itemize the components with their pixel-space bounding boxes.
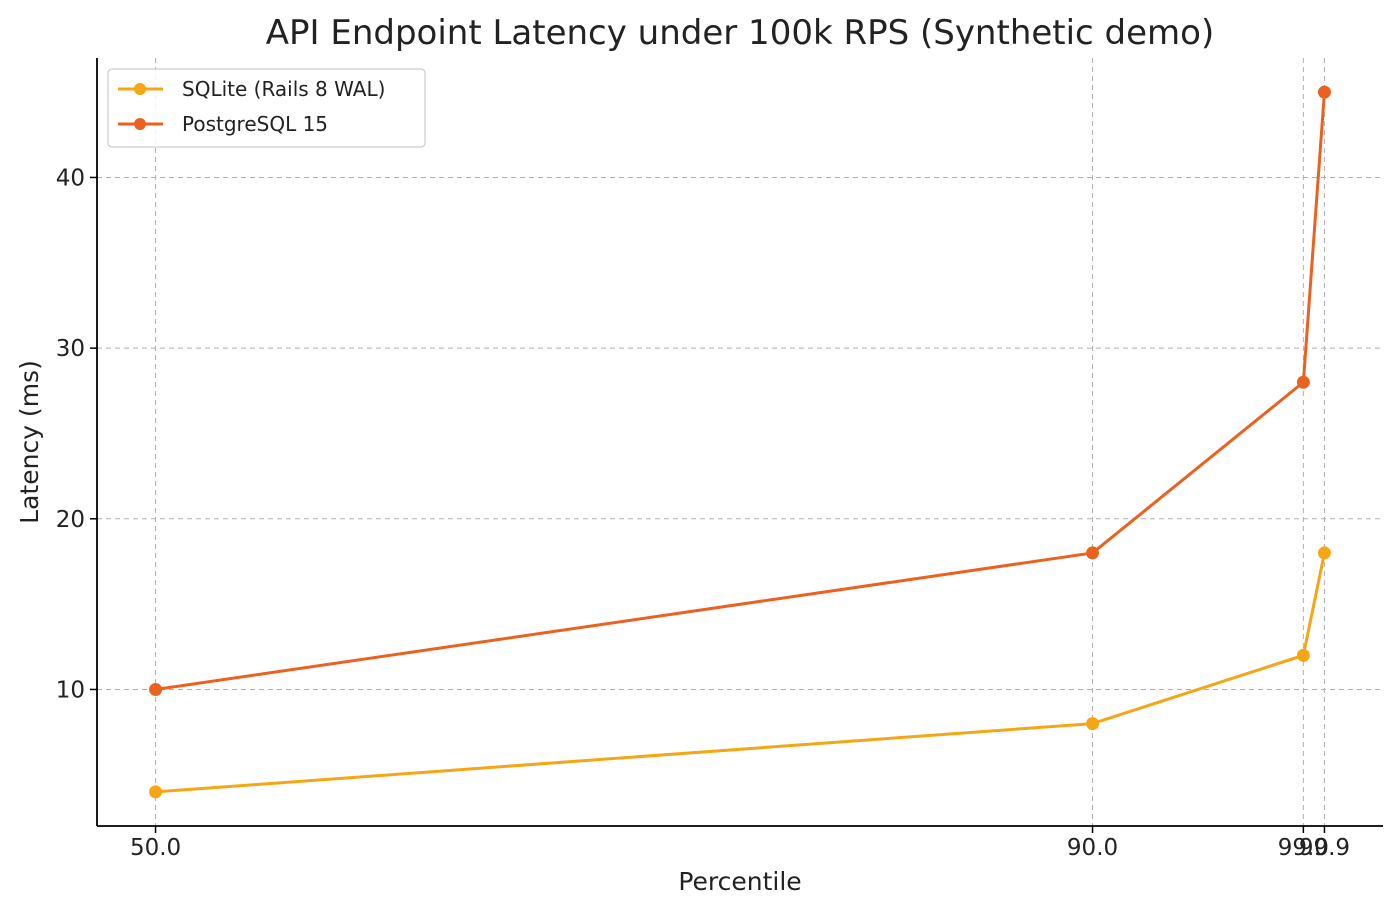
data-point-sqlite [1317,546,1331,560]
data-point-postgresql [1086,546,1100,560]
legend-box [107,68,426,148]
grid [97,58,1383,826]
series-line-sqlite [155,552,1326,794]
data-point-sqlite [149,785,163,799]
data-point-postgresql [1296,375,1310,389]
legend: SQLite (Rails 8 WAL) PostgreSQL 15 [107,68,426,148]
chart-title: API Endpoint Latency under 100k RPS (Syn… [266,13,1215,53]
y-axis-label: Latency (ms) [15,360,44,524]
legend-marker-postgresql [134,118,146,130]
legend-label-postgresql: PostgreSQL 15 [182,112,328,136]
y-tick-label: 30 [56,336,85,362]
x-tick-label: 90.0 [1067,835,1118,861]
legend-label-sqlite: SQLite (Rails 8 WAL) [182,77,385,101]
y-tick-label: 20 [56,507,85,533]
data-point-postgresql [149,682,163,696]
data-point-postgresql [1317,85,1331,99]
legend-marker-sqlite [134,83,146,95]
series-line-postgresql [155,92,1326,691]
x-tick-label: 99.0 [1278,835,1329,861]
y-tick-label: 40 [56,165,85,191]
series-layer [149,85,1331,799]
y-tick-label: 10 [56,677,85,703]
x-tick-label: 99.9 [1299,835,1350,861]
data-point-sqlite [1296,648,1310,662]
data-point-sqlite [1086,717,1100,731]
x-axis-label: Percentile [678,867,801,896]
ticks: 50.0 90.0 99.099.9 10 20 30 40 [56,165,1350,861]
x-tick-label: 50.0 [130,835,181,861]
